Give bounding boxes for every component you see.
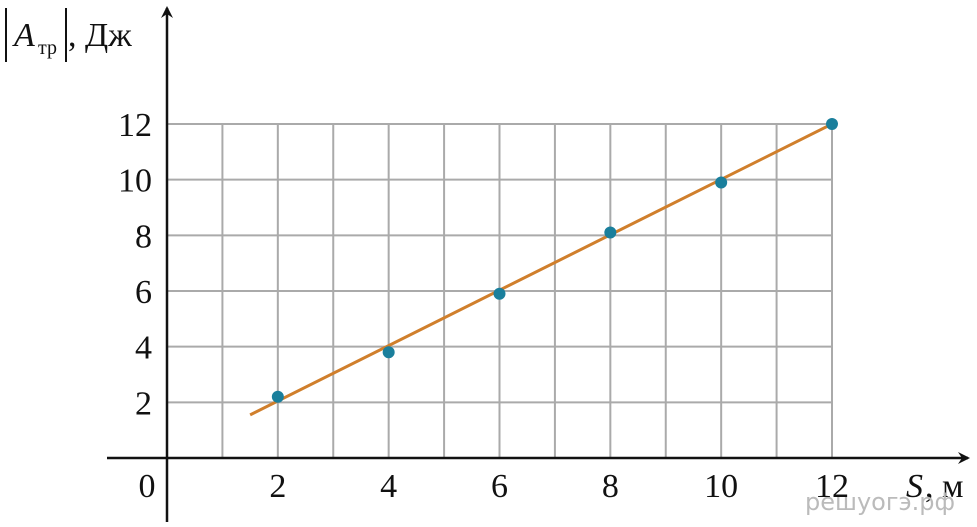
y-tick-label: 12 — [118, 107, 152, 144]
x-tick-label: 4 — [380, 468, 397, 505]
y-label-unit: , Дж — [68, 17, 132, 54]
x-axis-label: S , м — [906, 468, 964, 505]
y-tick-label: 6 — [135, 274, 152, 311]
data-point — [715, 176, 728, 189]
y-axis-label: A тр , Дж — [5, 8, 132, 62]
x-tick-label: 12 — [815, 468, 849, 505]
fit-line — [249, 122, 833, 417]
x-label-symbol: S — [906, 468, 923, 505]
watermark: решуогэ.рф — [805, 488, 955, 516]
data-point — [604, 226, 617, 239]
x-tick-label: 2 — [269, 468, 286, 505]
data-point — [826, 118, 838, 130]
y-tick-label: 8 — [135, 218, 152, 255]
y-label-subscript: тр — [38, 37, 57, 59]
y-tick-label: 10 — [118, 163, 152, 200]
data-point — [493, 287, 506, 300]
y-tick-label: 4 — [135, 330, 152, 367]
x-label-unit: , м — [925, 468, 964, 505]
x-tick-label: 10 — [704, 468, 738, 505]
y-tick-label: 2 — [135, 385, 152, 422]
x-tick-label: 8 — [602, 468, 619, 505]
data-point — [382, 346, 395, 359]
y-label-symbol: A — [12, 17, 35, 54]
x-tick-label: 6 — [491, 468, 508, 505]
x-tick-label: 0 — [139, 468, 156, 505]
data-point — [271, 390, 284, 403]
